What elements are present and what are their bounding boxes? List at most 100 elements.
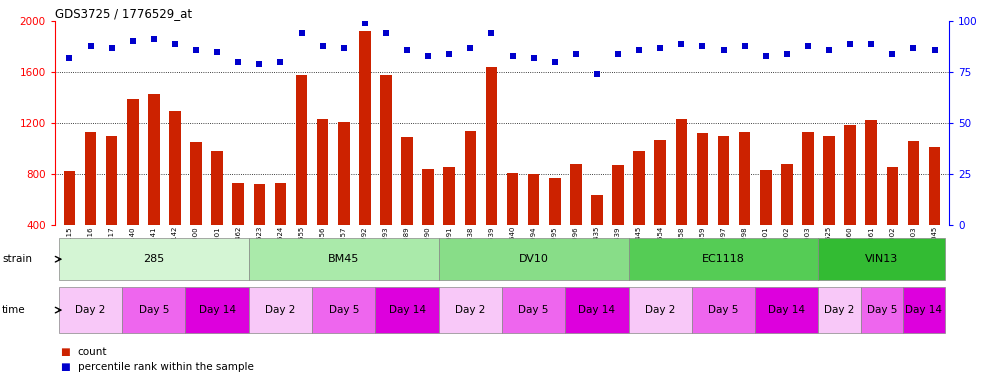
Bar — [59, 287, 122, 333]
Bar — [438, 287, 502, 333]
Bar — [212, 151, 223, 276]
Point — [716, 46, 732, 53]
Text: Day 14: Day 14 — [199, 305, 236, 315]
Bar — [464, 131, 476, 276]
Bar — [296, 74, 307, 276]
Bar — [438, 238, 628, 280]
Point — [420, 53, 436, 59]
Bar — [64, 171, 76, 276]
Bar — [317, 119, 328, 276]
Bar — [528, 174, 540, 276]
Bar — [654, 140, 666, 276]
Point — [399, 46, 414, 53]
Text: VIN13: VIN13 — [865, 254, 899, 264]
Bar — [823, 136, 835, 276]
Point — [125, 38, 141, 45]
Point — [378, 30, 394, 36]
Bar — [818, 238, 945, 280]
Point — [62, 55, 78, 61]
Text: Day 2: Day 2 — [265, 305, 295, 315]
Bar — [502, 287, 566, 333]
Point — [800, 43, 816, 49]
Bar — [186, 287, 248, 333]
Bar — [739, 132, 750, 276]
Point — [926, 46, 942, 53]
Point — [610, 51, 626, 57]
Point — [209, 49, 225, 55]
Bar — [422, 169, 434, 276]
Point — [589, 71, 605, 77]
Bar — [312, 287, 376, 333]
Bar — [380, 75, 392, 276]
Text: Day 2: Day 2 — [645, 305, 675, 315]
Text: Day 2: Day 2 — [76, 305, 105, 315]
Bar — [781, 164, 792, 276]
Bar — [887, 167, 899, 276]
Bar — [59, 238, 248, 280]
Bar — [248, 287, 312, 333]
Text: GDS3725 / 1776529_at: GDS3725 / 1776529_at — [55, 7, 192, 20]
Text: Day 5: Day 5 — [329, 305, 359, 315]
Text: BM45: BM45 — [328, 254, 360, 264]
Text: Day 2: Day 2 — [824, 305, 855, 315]
Bar — [233, 183, 245, 276]
Text: Day 14: Day 14 — [579, 305, 615, 315]
Point — [336, 45, 352, 51]
Point — [863, 40, 879, 46]
Bar — [122, 287, 186, 333]
Point — [231, 59, 247, 65]
Text: ■: ■ — [60, 347, 70, 357]
Bar — [169, 111, 181, 276]
Bar — [486, 67, 497, 276]
Bar — [507, 173, 518, 276]
Text: Day 2: Day 2 — [455, 305, 485, 315]
Bar — [570, 164, 581, 276]
Text: count: count — [78, 347, 107, 357]
Text: Day 5: Day 5 — [138, 305, 169, 315]
Point — [315, 43, 331, 49]
Point — [885, 51, 901, 57]
Text: EC1118: EC1118 — [702, 254, 745, 264]
Bar — [633, 152, 645, 276]
Point — [505, 53, 521, 59]
Point — [146, 36, 162, 43]
Bar — [274, 183, 286, 276]
Point — [293, 30, 309, 36]
Text: Day 14: Day 14 — [389, 305, 425, 315]
Text: time: time — [2, 305, 26, 315]
Bar — [802, 132, 814, 276]
Bar — [190, 142, 202, 276]
Text: Day 14: Day 14 — [768, 305, 805, 315]
Bar — [628, 238, 818, 280]
Bar — [844, 125, 856, 276]
Text: ■: ■ — [60, 362, 70, 372]
Bar — [566, 287, 628, 333]
Bar — [402, 137, 413, 276]
Point — [906, 45, 921, 51]
Point — [251, 61, 267, 67]
Text: strain: strain — [2, 254, 32, 264]
Text: Day 5: Day 5 — [709, 305, 739, 315]
Text: DV10: DV10 — [519, 254, 549, 264]
Point — [272, 59, 288, 65]
Point — [357, 20, 373, 26]
Text: Day 5: Day 5 — [867, 305, 897, 315]
Bar — [759, 170, 771, 276]
Bar — [105, 136, 117, 276]
Point — [652, 45, 668, 51]
Point — [103, 45, 119, 51]
Bar — [818, 287, 861, 333]
Bar — [338, 122, 350, 276]
Bar — [755, 287, 818, 333]
Bar — [903, 287, 945, 333]
Bar — [928, 147, 940, 276]
Point — [673, 40, 689, 46]
Bar — [591, 195, 602, 276]
Point — [462, 45, 478, 51]
Bar — [697, 133, 708, 276]
Point — [695, 43, 711, 49]
Bar — [676, 119, 687, 276]
Bar — [908, 141, 919, 276]
Bar — [718, 136, 730, 276]
Bar — [84, 132, 96, 276]
